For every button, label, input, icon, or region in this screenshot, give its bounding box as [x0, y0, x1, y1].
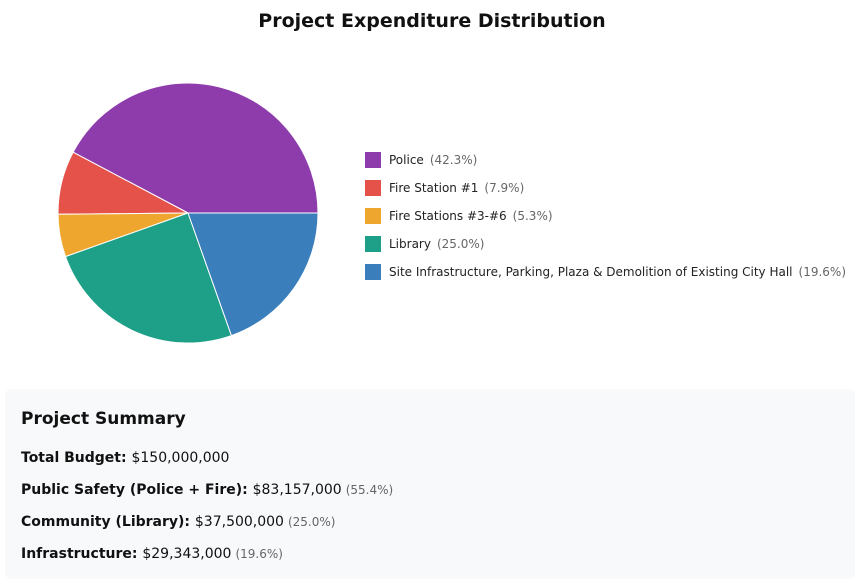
legend-item-site-infrastructure: Site Infrastructure, Parking, Plaza & De… [365, 258, 846, 286]
summary-value: $29,343,000 [142, 546, 232, 562]
legend-swatch [365, 236, 381, 252]
legend-label: Fire Stations #3-#6 [389, 209, 507, 223]
legend-percent: (42.3%) [429, 153, 478, 167]
summary-row-total-budget: Total Budget: $150,000,000 [21, 450, 229, 466]
legend-item-fire-station-1: Fire Station #1 (7.9%) [365, 174, 846, 202]
legend-label: Library [389, 237, 431, 251]
summary-value: $37,500,000 [194, 514, 284, 530]
summary-label: Public Safety (Police + Fire): [21, 482, 253, 498]
summary-label: Total Budget: [21, 450, 132, 466]
legend-swatch [365, 208, 381, 224]
legend-label: Site Infrastructure, Parking, Plaza & De… [389, 265, 793, 279]
summary-title: Project Summary [21, 409, 186, 429]
summary-row-community: Community (Library): $37,500,000 (25.0%) [21, 514, 335, 530]
summary-percent: (25.0%) [287, 515, 336, 529]
legend-label: Fire Station #1 [389, 181, 479, 195]
legend: Police (42.3%) Fire Station #1 (7.9%) Fi… [365, 146, 846, 286]
summary-row-public-safety: Public Safety (Police + Fire): $83,157,0… [21, 482, 393, 498]
summary-value: $83,157,000 [252, 482, 342, 498]
pie-slice-4 [187, 212, 319, 337]
project-summary-panel: Project Summary Total Budget: $150,000,0… [5, 389, 855, 579]
summary-percent: (19.6%) [235, 547, 283, 561]
legend-swatch [365, 180, 381, 196]
pie-slice-3 [64, 212, 233, 344]
legend-percent: (5.3%) [512, 209, 553, 223]
legend-percent: (25.0%) [436, 237, 485, 251]
legend-label: Police [389, 153, 424, 167]
summary-label: Community (Library): [21, 514, 195, 530]
summary-value: $150,000,000 [131, 450, 230, 466]
legend-item-police: Police (42.3%) [365, 146, 846, 174]
pie-chart [57, 82, 319, 344]
summary-label: Infrastructure: [21, 546, 143, 562]
chart-title: Project Expenditure Distribution [258, 10, 606, 32]
legend-swatch [365, 152, 381, 168]
legend-item-library: Library (25.0%) [365, 230, 846, 258]
legend-item-fire-stations-3-6: Fire Stations #3-#6 (5.3%) [365, 202, 846, 230]
pie-slice-0 [72, 82, 319, 214]
legend-percent: (19.6%) [798, 265, 846, 279]
legend-swatch [365, 264, 381, 280]
summary-row-infrastructure: Infrastructure: $29,343,000 (19.6%) [21, 546, 283, 562]
legend-percent: (7.9%) [484, 181, 525, 195]
summary-percent: (55.4%) [345, 483, 394, 497]
